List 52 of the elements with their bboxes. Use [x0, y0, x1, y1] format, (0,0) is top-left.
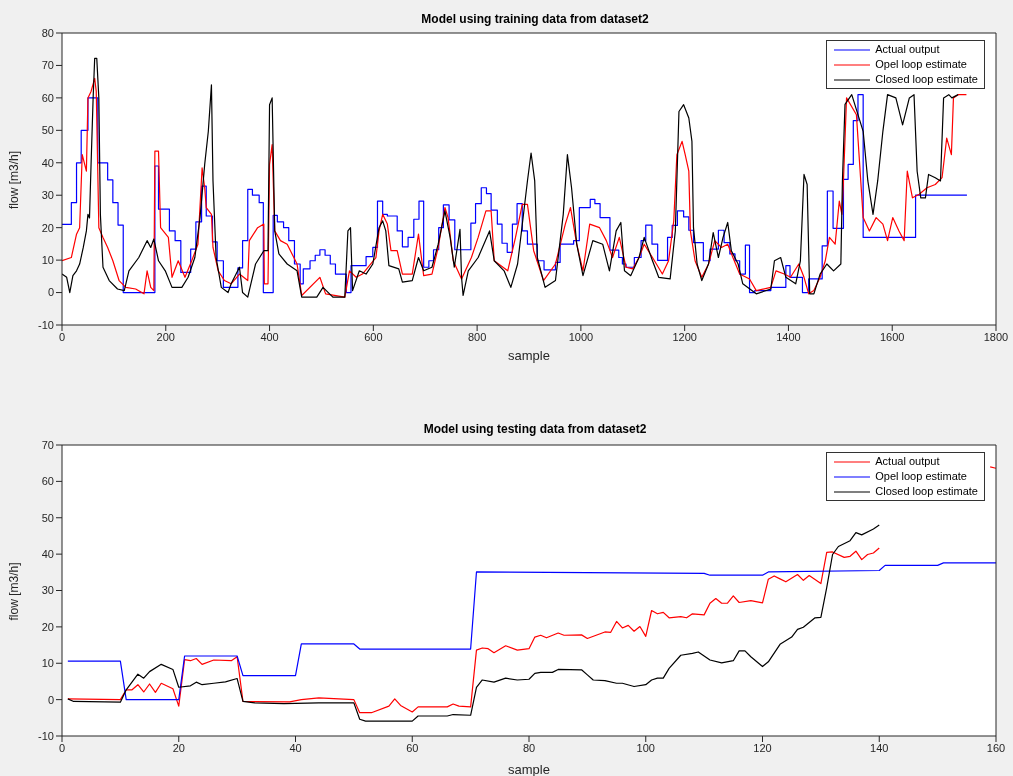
y-tick-label: 50 — [41, 511, 54, 524]
legend-label: Closed loop estimate — [875, 72, 978, 87]
x-tick-label: 1200 — [672, 330, 697, 343]
y-tick-label: 70 — [41, 59, 54, 72]
legend-label: Opel loop estimate — [875, 57, 967, 72]
x-axis-title: sample — [508, 348, 550, 363]
x-tick-label: 1600 — [879, 330, 905, 343]
x-tick-label: 1000 — [568, 330, 594, 343]
y-tick-label: 50 — [41, 124, 54, 137]
y-tick-label: 0 — [47, 286, 54, 299]
chart-title: Model using testing data from dataset2 — [422, 422, 648, 436]
y-tick-label: 80 — [41, 26, 54, 39]
y-tick-label: 40 — [41, 548, 54, 561]
y-tick-label: 30 — [41, 584, 54, 597]
y-tick-label: 70 — [41, 438, 54, 451]
y-tick-label: 10 — [41, 254, 54, 267]
x-tick-label: 80 — [522, 741, 536, 754]
legend-label: Actual output — [875, 42, 940, 57]
x-tick-label: 1800 — [983, 330, 1009, 343]
x-tick-label: 160 — [986, 741, 1006, 754]
x-tick-label: 120 — [753, 741, 772, 754]
x-tick-label: 400 — [260, 330, 279, 343]
x-tick-label: 60 — [406, 741, 419, 754]
x-tick-label: 40 — [289, 741, 302, 754]
y-tick-label: 20 — [41, 620, 54, 633]
x-tick-label: 0 — [58, 330, 66, 343]
x-tick-label: 100 — [636, 741, 655, 754]
x-tick-label: 0 — [58, 741, 66, 754]
x-tick-label: 200 — [156, 330, 175, 343]
x-tick-label: 600 — [364, 330, 383, 343]
x-tick-label: 140 — [870, 741, 889, 754]
chart-title: Model using training data from dataset2 — [420, 12, 650, 26]
line-series — [67, 524, 880, 722]
y-tick-label: 60 — [41, 475, 54, 488]
x-axis-title: sample — [508, 762, 550, 776]
x-tick-label: 800 — [467, 330, 487, 343]
legend-label: Actual output — [875, 454, 940, 469]
line-series — [67, 562, 996, 701]
y-tick-label: 30 — [41, 189, 54, 202]
y-tick-label: -10 — [38, 318, 54, 331]
legend-label: Closed loop estimate — [875, 484, 978, 499]
y-tick-label: 0 — [47, 693, 54, 706]
y-tick-label: 10 — [41, 657, 54, 670]
y-tick-label: 20 — [41, 221, 54, 234]
y-tick-label: -10 — [38, 729, 54, 742]
y-tick-label: 60 — [41, 91, 54, 104]
y-tick-label: 40 — [41, 156, 54, 169]
x-tick-label: 20 — [172, 741, 185, 754]
x-tick-label: 1400 — [776, 330, 801, 343]
y-axis-title: flow [m3/h] — [7, 562, 22, 621]
legend-label: Opel loop estimate — [875, 469, 967, 484]
y-axis-title: flow [m3/h] — [7, 150, 22, 209]
